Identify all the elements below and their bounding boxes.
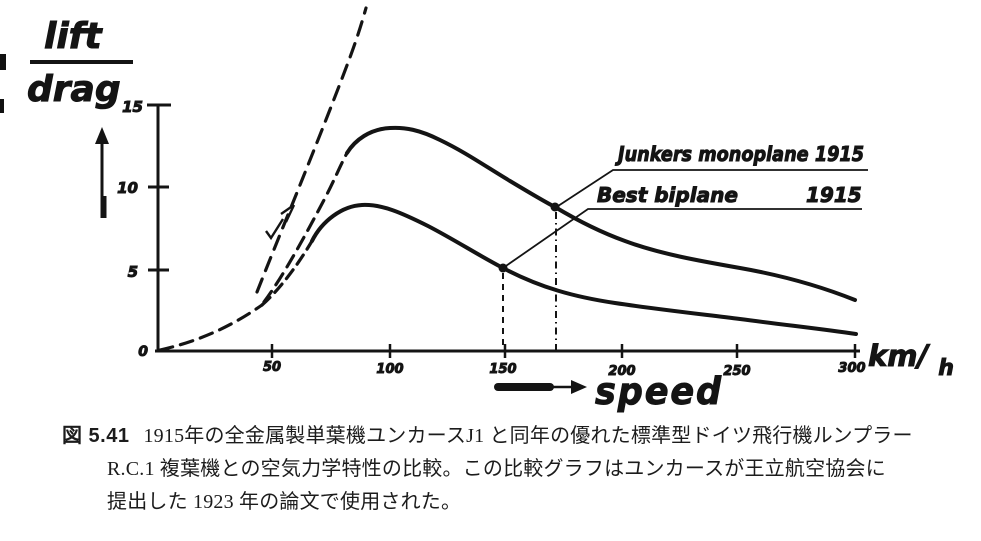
x-tick-label-200: 200: [608, 364, 635, 379]
y-axis-label-drag: drag: [27, 69, 121, 110]
dashed-curve-monoplane-leadin: [262, 151, 349, 304]
y-tick-label-0: 0: [138, 344, 148, 360]
scan-artifact: [0, 54, 6, 70]
y-tick-label-5: 5: [128, 263, 138, 281]
speed-axis-arrow: [494, 380, 587, 394]
figure-number: 図 5.41: [62, 425, 130, 447]
figure-chart: 15 10 5 0 50 100 150 200 250 300 lift dr…: [0, 6, 954, 414]
figure-caption: 図 5.41 1915年の全金属製単葉機ユンカースJ1 と同年の優れた標準型ドイツ…: [62, 420, 967, 519]
dashed-curve-biplane-leadin: [260, 239, 314, 307]
scan-artifact: [0, 99, 4, 113]
leader-line-biplane: [502, 208, 862, 269]
label-junkers-monoplane: Junkers monoplane 1915: [614, 142, 864, 166]
caption-line-1: 図 5.41 1915年の全金属製単葉機ユンカースJ1 と同年の優れた標準型ドイツ…: [62, 420, 967, 453]
curve-best-biplane: [310, 202, 858, 336]
x-tick-label-100: 100: [376, 362, 403, 377]
leader-line-monoplane: [554, 169, 868, 209]
x-axis-label-speed: speed: [595, 370, 723, 413]
x-tick-label-150: 150: [489, 362, 516, 377]
caption-line-2: R.C.1 複葉機との空気力学特性の比較。この比較グラフはユンカースが王立航空協…: [107, 458, 886, 480]
caption-text-1: 1915年の全金属製単葉機ユンカースJ1 と同年の優れた標準型ドイツ飛行機ルンプ…: [143, 425, 913, 447]
x-axis-unit: km/ h: [868, 339, 954, 381]
dashed-curve-arrowhead-mark: [265, 204, 296, 241]
dashed-curve-ideal: [255, 6, 368, 294]
x-tick-label-50: 50: [263, 360, 281, 375]
y-axis-label-lift: lift: [44, 16, 103, 57]
x-axis-unit-km: km/: [868, 339, 931, 373]
y-tick-label-15: 15: [122, 98, 143, 116]
label-best-biplane-year: 1915: [806, 183, 862, 207]
label-best-biplane: Best biplane: [597, 183, 738, 207]
caption-line-3: 提出した 1923 年の論文で使用された。: [107, 491, 462, 513]
lift-drag-axis-arrow: [95, 127, 109, 218]
x-tick-label-300: 300: [838, 361, 865, 376]
y-tick-label-10: 10: [117, 179, 138, 197]
dashed-curve-common-rise: [158, 303, 264, 352]
x-tick-label-250: 250: [723, 364, 750, 379]
x-axis-unit-h: h: [938, 356, 954, 381]
curve-junkers-monoplane: [345, 125, 857, 302]
